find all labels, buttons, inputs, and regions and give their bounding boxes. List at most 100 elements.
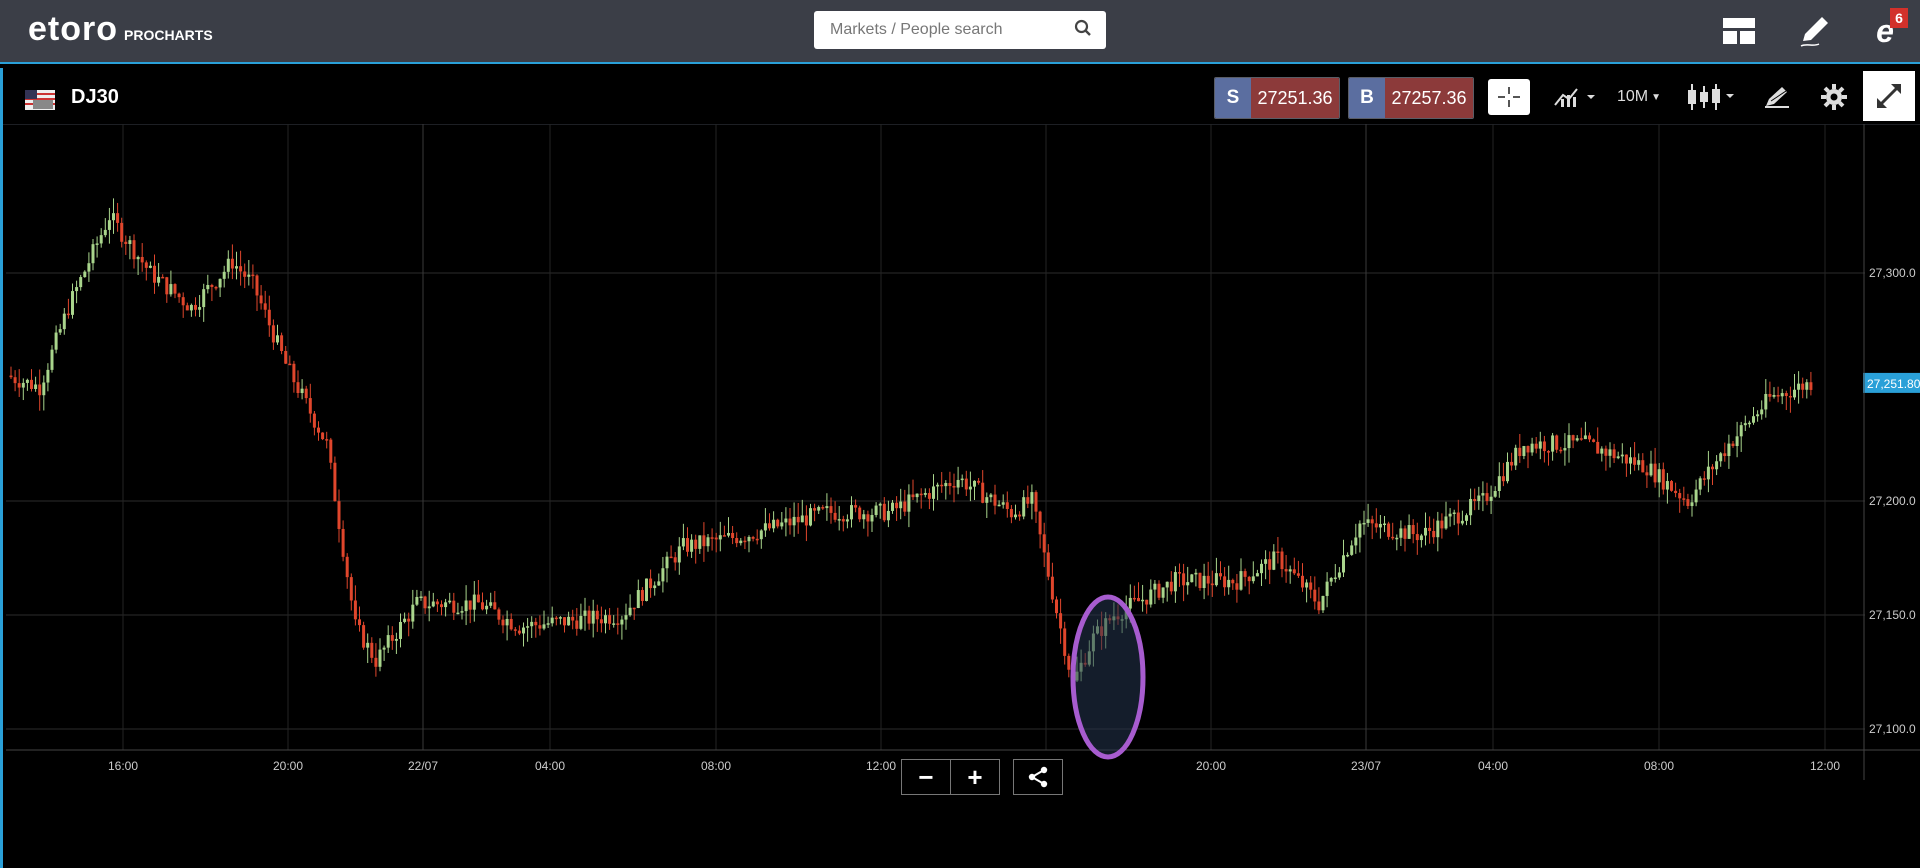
candle-body	[112, 213, 115, 221]
layout-icon[interactable]	[1720, 12, 1758, 50]
candle-body	[833, 512, 837, 520]
indicators-button[interactable]	[1551, 76, 1599, 118]
candle-body	[1715, 461, 1719, 470]
candle-body	[358, 619, 361, 626]
candle-body	[722, 535, 726, 537]
crosshair-button[interactable]	[1487, 76, 1531, 118]
search-box[interactable]	[814, 11, 1106, 49]
candle-body	[251, 274, 255, 277]
candle-body	[472, 594, 476, 610]
candle-body	[1534, 443, 1538, 449]
candle-body	[1378, 523, 1382, 528]
buy-button[interactable]: B 27257.36	[1348, 77, 1474, 119]
candle-body	[1284, 569, 1288, 572]
candle-body	[1247, 576, 1251, 582]
zoom-out-button[interactable]: −	[901, 759, 951, 795]
candle-body	[997, 504, 1001, 507]
candle-body	[743, 540, 747, 543]
price-chart[interactable]: 27,300.0 27,251.80 27,200.0 27,150.0 27,100.…	[3, 124, 1920, 868]
candle-body	[800, 515, 804, 523]
candle-body	[161, 276, 165, 279]
candle-body	[657, 581, 661, 586]
etoro-logo[interactable]: etoro PROCHARTS	[28, 8, 213, 48]
candle-body	[333, 462, 337, 502]
chart-type-button[interactable]	[1685, 76, 1737, 118]
profile-icon[interactable]: e 6	[1866, 8, 1908, 50]
fullscreen-button[interactable]	[1863, 71, 1915, 121]
candle-body	[374, 657, 378, 667]
candle-body	[1678, 493, 1682, 499]
candle-body	[284, 350, 288, 364]
candle-body	[1514, 447, 1518, 466]
candle-body	[1452, 512, 1456, 515]
candle-body	[267, 309, 271, 326]
candle-body	[526, 626, 530, 628]
candle-body	[50, 349, 54, 370]
candle-body	[845, 519, 849, 522]
candle-body	[247, 274, 251, 277]
candle-body	[501, 619, 505, 626]
candle-body	[1276, 551, 1280, 554]
candle-body	[337, 501, 341, 529]
drawing-tools-button[interactable]	[1757, 76, 1797, 118]
candle-body	[407, 618, 411, 622]
share-button[interactable]	[1013, 759, 1063, 795]
candle-body	[1493, 490, 1497, 497]
candle-body	[1260, 563, 1263, 574]
candle-body	[542, 624, 546, 629]
candle-body	[42, 382, 46, 396]
edit-icon[interactable]	[1796, 12, 1834, 50]
candle-body	[206, 285, 210, 290]
candle-body	[1629, 457, 1632, 464]
candle-body	[345, 556, 349, 578]
share-controls	[1013, 759, 1063, 795]
candle-body	[788, 518, 792, 526]
candle-body	[1649, 463, 1653, 476]
candle-body	[427, 606, 431, 609]
candle-body	[1346, 554, 1350, 557]
candle-body	[1510, 461, 1514, 466]
candle-body	[960, 478, 964, 481]
candle-body	[1264, 559, 1268, 564]
candle-body	[25, 379, 29, 383]
search-icon[interactable]	[1074, 19, 1092, 42]
candle-body	[563, 617, 566, 626]
candle-body	[1735, 436, 1739, 447]
candle-body	[698, 535, 702, 549]
candle-body	[1670, 481, 1673, 491]
candle-body	[1251, 576, 1255, 582]
candle-body	[944, 483, 948, 487]
candle-body	[468, 600, 472, 610]
candle-body	[706, 537, 710, 547]
candle-body	[538, 625, 542, 629]
sell-button[interactable]: S 27251.36	[1214, 77, 1340, 119]
candle-body	[296, 382, 300, 394]
candle-body	[673, 557, 677, 563]
candle-body	[1022, 497, 1026, 517]
settings-button[interactable]	[1813, 76, 1855, 118]
chevron-down-icon: ▼	[1651, 91, 1662, 103]
sell-label: S	[1215, 78, 1251, 118]
candle-body	[1337, 572, 1341, 578]
candle-body	[99, 235, 103, 244]
search-input[interactable]	[828, 20, 1074, 40]
candle-body	[1436, 520, 1440, 538]
candle-body	[579, 615, 583, 629]
instrument-symbol[interactable]: DJ30	[71, 86, 119, 108]
candle-body	[1444, 516, 1448, 529]
candle-body	[1723, 453, 1727, 457]
x-tick-label: 08:00	[701, 759, 731, 773]
sell-price: 27251.36	[1251, 78, 1339, 118]
candle-body	[1706, 466, 1710, 480]
candle-body	[1018, 514, 1022, 517]
candle-body	[87, 263, 91, 272]
candle-body	[308, 398, 312, 414]
highlight-circle	[1070, 594, 1146, 760]
candle-body	[1194, 572, 1198, 575]
candle-body	[1747, 422, 1751, 425]
candle-body	[1780, 393, 1784, 397]
candle-body	[993, 494, 997, 506]
zoom-in-button[interactable]: +	[951, 759, 1000, 795]
candle-body	[292, 363, 296, 383]
interval-selector[interactable]: 10M ▼	[1615, 76, 1663, 118]
